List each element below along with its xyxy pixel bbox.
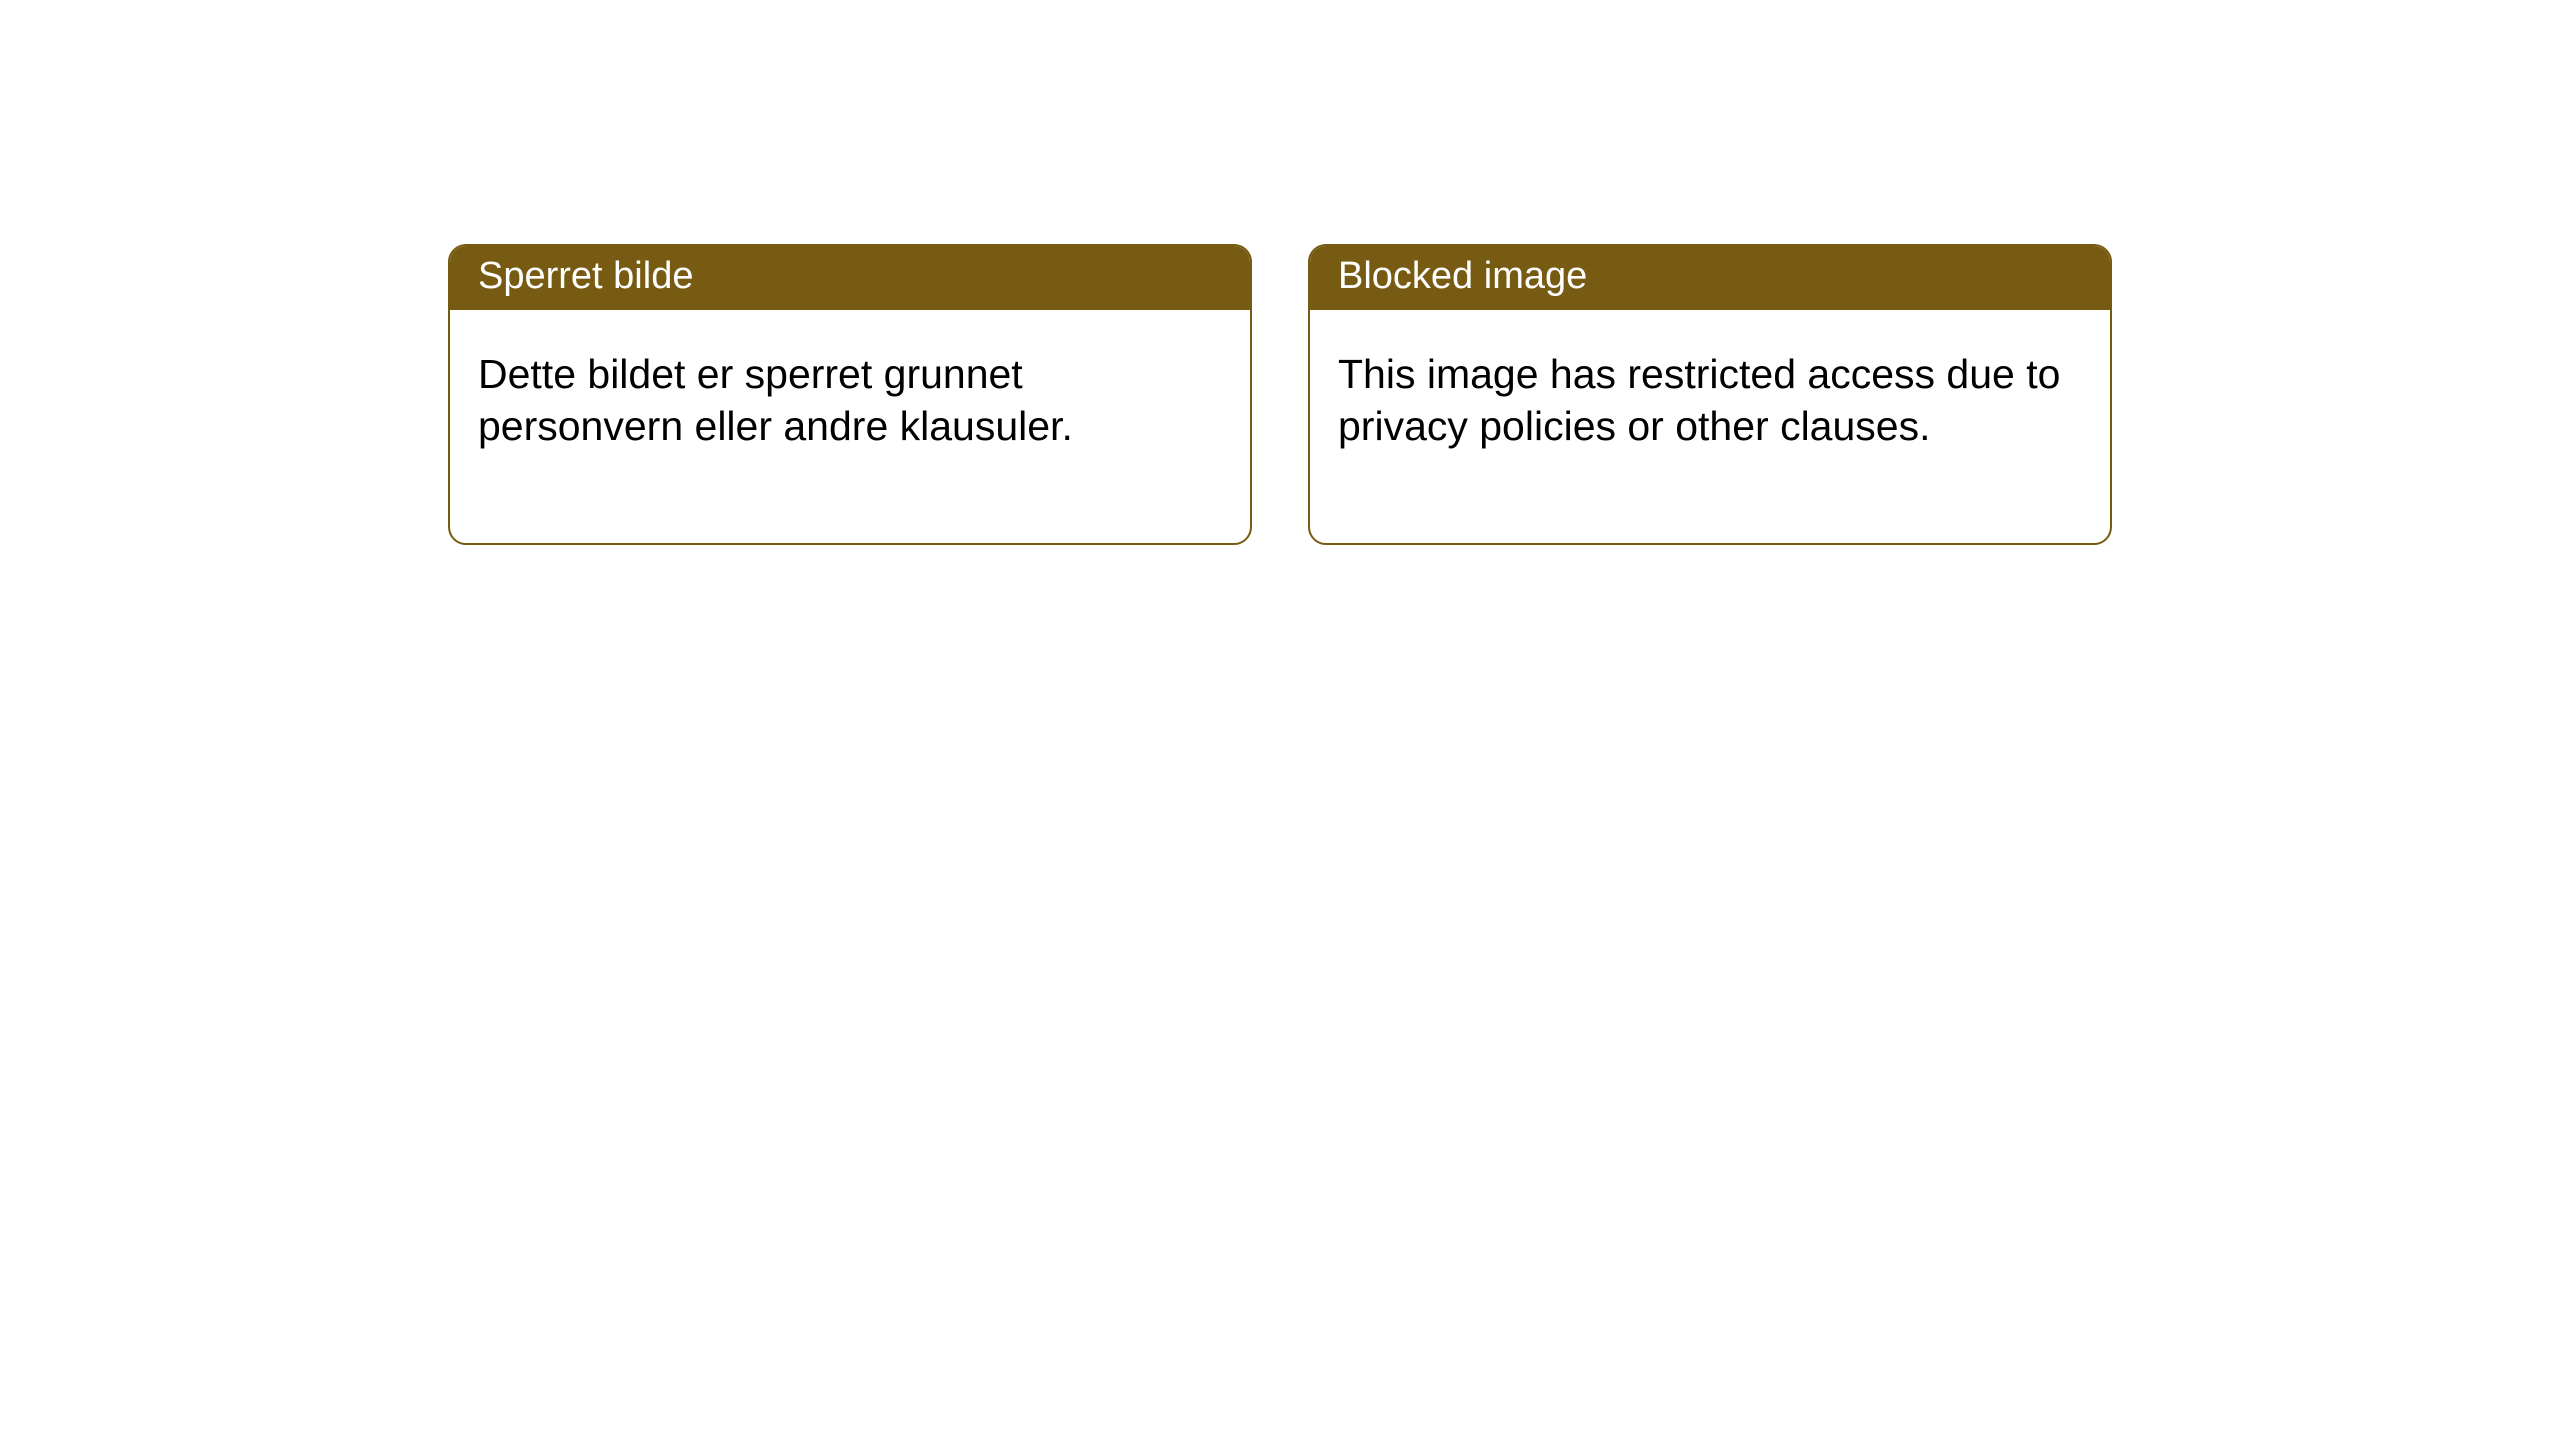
notice-title-english: Blocked image xyxy=(1310,246,2110,310)
notice-message-norwegian: Dette bildet er sperret grunnet personve… xyxy=(450,310,1250,543)
notice-message-english: This image has restricted access due to … xyxy=(1310,310,2110,543)
notice-container: Sperret bilde Dette bildet er sperret gr… xyxy=(0,0,2560,545)
notice-card-norwegian: Sperret bilde Dette bildet er sperret gr… xyxy=(448,244,1252,545)
notice-title-norwegian: Sperret bilde xyxy=(450,246,1250,310)
notice-card-english: Blocked image This image has restricted … xyxy=(1308,244,2112,545)
